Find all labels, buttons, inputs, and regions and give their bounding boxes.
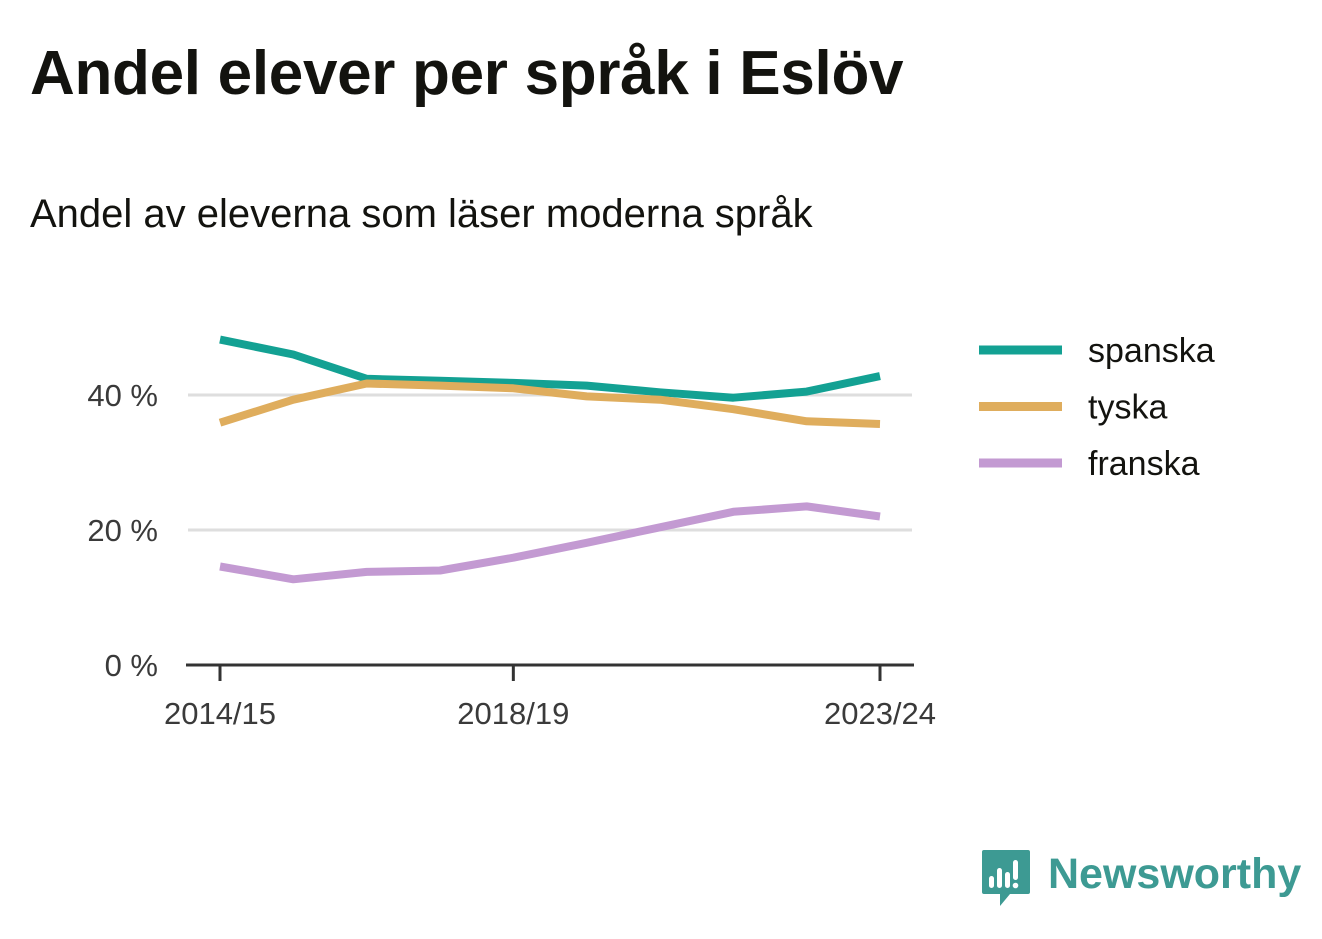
series-lines (218, 335, 881, 584)
x-tick-label: 2023/24 (824, 696, 936, 731)
chart-title: Andel elever per språk i Eslöv (30, 39, 904, 108)
legend-label-tyska: tyska (1088, 389, 1167, 427)
y-tick-label: 20 % (87, 513, 158, 548)
chart-subtitle: Andel av eleverna som läser moderna språ… (30, 192, 813, 236)
series-line-tyska (218, 379, 881, 428)
y-tick-label: 0 % (105, 648, 158, 683)
brand-name: Newsworthy (1048, 850, 1302, 898)
series-line-franska (219, 502, 881, 584)
x-tick-label: 2014/15 (164, 696, 276, 731)
legend-label-spanska: spanska (1088, 332, 1215, 370)
x-axis: 2014/15 2018/19 2023/24 (164, 663, 936, 731)
legend-label-franska: franska (1088, 445, 1200, 483)
x-tick-label: 2018/19 (457, 696, 569, 731)
newsworthy-logo-icon (982, 850, 1030, 906)
y-axis-ticks: 0 % 20 % 40 % (87, 378, 158, 683)
y-tick-label: 40 % (87, 378, 158, 413)
series-line-spanska (219, 335, 881, 402)
legend: spanska tyska franska (979, 332, 1215, 483)
